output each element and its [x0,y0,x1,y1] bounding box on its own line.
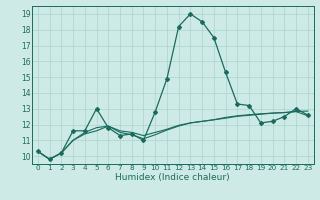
X-axis label: Humidex (Indice chaleur): Humidex (Indice chaleur) [116,173,230,182]
